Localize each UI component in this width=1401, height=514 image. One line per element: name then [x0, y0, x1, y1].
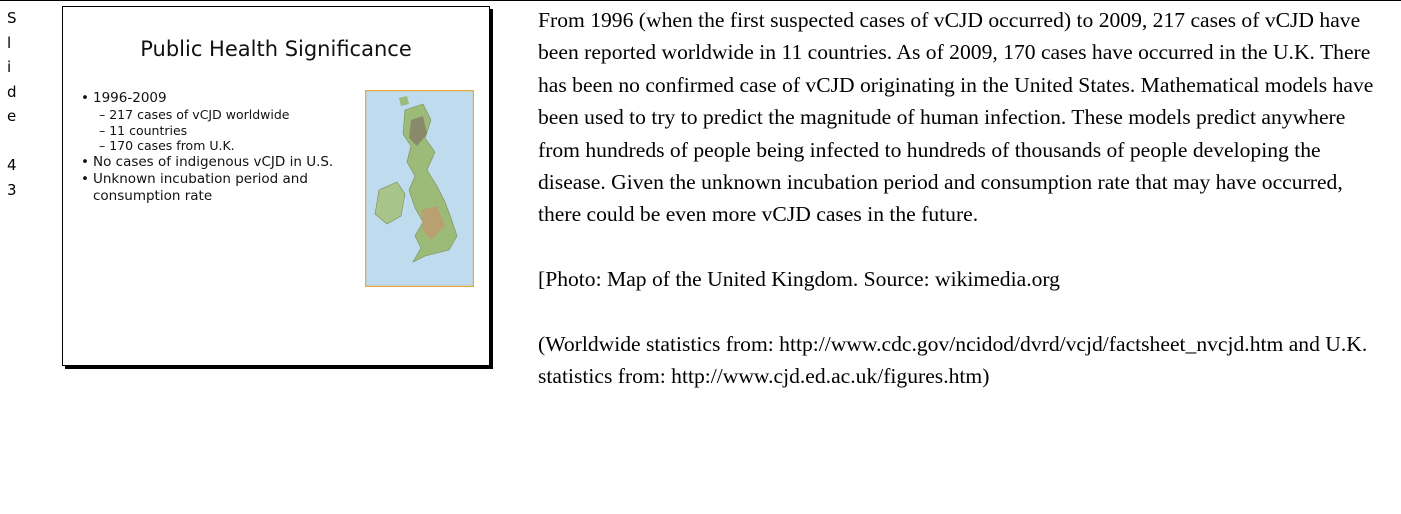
- slide-title: Public Health Significance: [63, 37, 489, 61]
- slide-label-char: i: [7, 55, 27, 80]
- page: Slide 43 Public Health Significance 1996-…: [0, 0, 1401, 514]
- slide-label-char: 4: [7, 153, 27, 178]
- sub-bullet: 170 cases from U.K.: [79, 138, 474, 154]
- bullet: No cases of indigenous vCJD in U.S.: [79, 154, 474, 171]
- slide-label-char: 3: [7, 178, 27, 203]
- speaker-notes: From 1996 (when the first suspected case…: [538, 4, 1388, 425]
- slide-body: 1996-2009217 cases of vCJD worldwide11 c…: [79, 90, 474, 287]
- sub-bullet: 217 cases of vCJD worldwide: [79, 107, 474, 123]
- slide-label-char: l: [7, 31, 27, 56]
- rule: [0, 0, 1401, 1]
- slide-label-char: e: [7, 104, 27, 129]
- slide-label-char: S: [7, 6, 27, 31]
- spacer: [7, 129, 27, 154]
- paragraph: From 1996 (when the first suspected case…: [538, 4, 1388, 231]
- bullet: Unknown incubation period and consumptio…: [79, 171, 474, 205]
- slide-thumbnail: Public Health Significance 1996-2009217 …: [62, 6, 490, 366]
- paragraph: [Photo: Map of the United Kingdom. Sourc…: [538, 263, 1388, 295]
- sub-bullet: 11 countries: [79, 123, 474, 139]
- slide-label-char: d: [7, 80, 27, 105]
- paragraph: (Worldwide statistics from: http://www.c…: [538, 328, 1388, 393]
- bullet: 1996-2009: [79, 90, 474, 107]
